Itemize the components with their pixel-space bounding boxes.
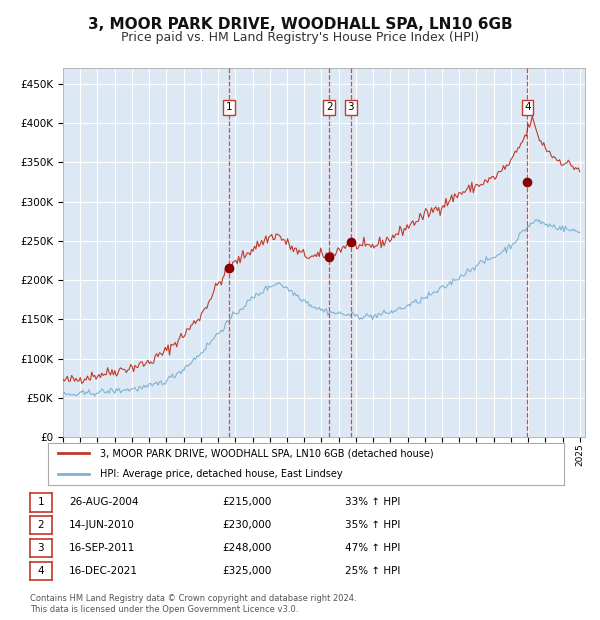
Text: 4: 4: [524, 102, 531, 112]
Text: £230,000: £230,000: [222, 520, 271, 530]
Text: 47% ↑ HPI: 47% ↑ HPI: [345, 543, 400, 553]
Text: 26-AUG-2004: 26-AUG-2004: [69, 497, 139, 507]
Text: 3, MOOR PARK DRIVE, WOODHALL SPA, LN10 6GB (detached house): 3, MOOR PARK DRIVE, WOODHALL SPA, LN10 6…: [100, 448, 433, 458]
Text: HPI: Average price, detached house, East Lindsey: HPI: Average price, detached house, East…: [100, 469, 342, 479]
Text: £325,000: £325,000: [222, 566, 271, 576]
Text: 25% ↑ HPI: 25% ↑ HPI: [345, 566, 400, 576]
Text: 3, MOOR PARK DRIVE, WOODHALL SPA, LN10 6GB: 3, MOOR PARK DRIVE, WOODHALL SPA, LN10 6…: [88, 17, 512, 32]
Text: 3: 3: [347, 102, 354, 112]
Text: 1: 1: [226, 102, 233, 112]
Text: £248,000: £248,000: [222, 543, 271, 553]
Text: £215,000: £215,000: [222, 497, 271, 507]
Text: 33% ↑ HPI: 33% ↑ HPI: [345, 497, 400, 507]
Text: 16-SEP-2011: 16-SEP-2011: [69, 543, 135, 553]
Text: 2: 2: [37, 520, 44, 530]
Text: 2: 2: [326, 102, 332, 112]
Text: 4: 4: [37, 566, 44, 576]
Text: 1: 1: [37, 497, 44, 507]
Text: Price paid vs. HM Land Registry's House Price Index (HPI): Price paid vs. HM Land Registry's House …: [121, 31, 479, 44]
Text: Contains HM Land Registry data © Crown copyright and database right 2024.
This d: Contains HM Land Registry data © Crown c…: [30, 595, 356, 614]
Text: 16-DEC-2021: 16-DEC-2021: [69, 566, 138, 576]
Text: 35% ↑ HPI: 35% ↑ HPI: [345, 520, 400, 530]
Text: 14-JUN-2010: 14-JUN-2010: [69, 520, 135, 530]
Text: 3: 3: [37, 543, 44, 553]
